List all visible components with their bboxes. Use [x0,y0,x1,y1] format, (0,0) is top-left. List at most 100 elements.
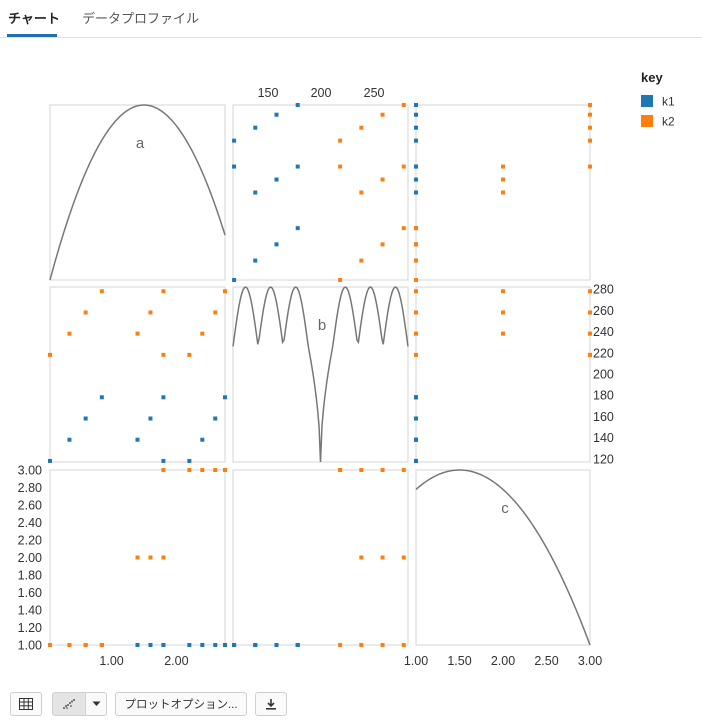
tick-label-right-b: 200 [593,367,614,381]
tick-label-top-b: 250 [364,86,385,100]
scatter-point-k1 [83,416,88,421]
scatter-point-k2 [380,643,385,647]
tick-label-bottom-a: 1.00 [99,654,123,668]
scatter-point-k1 [253,258,258,263]
scatter-point-k2 [359,125,364,130]
scatter-point-k1 [232,278,237,282]
scatter-point-k2 [401,164,406,169]
scatter-point-k1 [161,643,166,647]
tick-label-right-b: 260 [593,304,614,318]
scatter-point-k1 [414,103,418,107]
scatter-point-k1 [274,112,279,117]
density-curve-c [415,469,591,646]
scatter-matrix-chart: a b c 150 200 250 120 140 160 180 200 220 240 260 280 1… [18,70,675,668]
scatter-point-k1 [414,164,418,169]
scatter-point-k1 [295,226,300,231]
tick-label-left-c: 2.40 [18,516,42,530]
scatter-point-k2 [359,190,364,195]
scatter-point-k2 [401,103,406,107]
scatter-point-k1 [135,437,140,442]
legend-swatch-k1 [641,95,653,107]
scatter-point-k1 [223,395,227,400]
tick-label-left-c: 2.60 [18,499,42,513]
scatter-point-k1 [414,112,418,117]
scatter-point-k1 [414,138,418,143]
scatter-point-k2 [213,310,218,315]
scatter-point-k2 [501,310,505,315]
tick-label-left-c: 1.80 [18,569,42,583]
table-view-button[interactable] [10,692,42,716]
tick-label-left-c: 1.20 [18,621,42,635]
scatter-point-k1 [213,416,218,421]
tick-label-top-b: 150 [258,86,279,100]
tick-label-bottom-c: 2.00 [491,654,515,668]
legend-swatch-k2 [641,115,653,127]
tick-label-right-b: 280 [593,283,614,297]
panel-b-c [415,286,591,463]
download-button[interactable] [255,692,287,716]
scatter-point-k2 [338,643,343,647]
scatter-point-k2 [67,331,72,336]
tick-label-left-c: 1.40 [18,604,42,618]
scatter-point-k2 [414,289,418,294]
tab-data-profile[interactable]: データプロファイル [82,11,200,26]
scatter-point-k2 [148,310,153,315]
scatter-point-k1 [200,437,205,442]
scatter-point-k2 [359,555,364,560]
scatter-point-k1 [161,458,166,463]
legend-label-k1: k1 [662,95,675,109]
tick-label-right-b: 240 [593,325,614,339]
scatter-point-k1 [414,437,418,442]
scatter-point-k2 [67,643,72,647]
chart-view-button[interactable] [52,692,86,716]
chart-type-dropdown[interactable] [85,692,107,716]
tick-label-right-b: 220 [593,346,614,360]
scatter-point-k2 [83,310,88,315]
scatter-point-k1 [48,458,52,463]
scatter-point-k2 [380,468,385,472]
diagonal-label-b: b [318,317,326,334]
scatter-point-k2 [338,164,343,169]
scatter-point-k2 [588,112,592,117]
scatter-point-k2 [161,352,166,357]
tick-label-left-c: 2.00 [18,551,42,565]
scatter-point-k1 [414,416,418,421]
scatter-point-k1 [161,395,166,400]
scatter-point-k1 [295,643,300,647]
scatter-point-k2 [588,310,592,315]
scatter-point-k2 [401,226,406,231]
diagonal-label-c: c [501,500,509,517]
panel-c-c [415,469,591,646]
scatter-point-k1 [200,643,205,647]
scatter-point-k1 [187,643,192,647]
tick-label-right-b: 140 [593,431,614,445]
scatter-point-k2 [200,331,205,336]
scatter-point-k2 [588,352,592,357]
tab-chart[interactable]: チャート [8,11,60,26]
scatter-point-k2 [414,331,418,336]
panel-b-b [232,286,409,463]
scatter-point-k1 [99,395,104,400]
tick-label-left-c: 2.20 [18,534,42,548]
scatter-point-k2 [187,468,192,472]
scatter-point-k2 [223,468,227,472]
tick-label-right-b: 120 [593,452,614,466]
scatter-point-k1 [414,458,418,463]
scatter-chart-icon [63,699,75,709]
tick-label-bottom-a: 2.00 [164,654,188,668]
scatter-point-k1 [414,395,418,400]
chevron-down-icon [92,701,100,706]
scatter-point-k2 [501,164,505,169]
plot-options-button[interactable]: プロットオプション... [115,692,247,716]
panel-a-a [49,104,226,281]
chart-toolbar: プロットオプション... [0,690,702,720]
tick-label-top-b: 200 [311,86,332,100]
tab-bar: チャート データプロファイル [0,0,702,38]
scatter-point-k1 [274,643,279,647]
scatter-point-k2 [414,310,418,315]
scatter-point-k1 [148,643,153,647]
diagonal-label-a: a [136,135,145,152]
scatter-point-k2 [359,643,364,647]
tick-label-left-c: 1.60 [18,586,42,600]
download-icon [266,699,276,710]
